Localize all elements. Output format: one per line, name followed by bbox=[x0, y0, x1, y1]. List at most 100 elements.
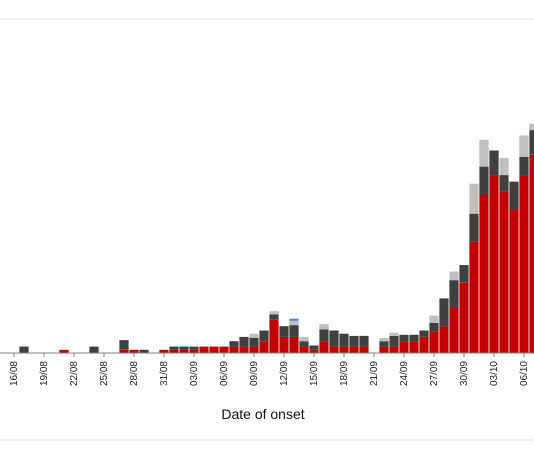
bar-04-10-series-1 bbox=[499, 175, 509, 192]
bar-19-09-series-1 bbox=[349, 335, 359, 347]
x-tick-label-31-08: 31/08 bbox=[159, 361, 170, 386]
bar-09-09-series-2 bbox=[249, 333, 259, 338]
bar-05-10-series-0 bbox=[509, 209, 519, 353]
bar-13-09-series-2 bbox=[289, 320, 299, 326]
bar-15-09-series-1 bbox=[309, 345, 319, 350]
bar-02-09-series-0 bbox=[179, 349, 189, 353]
x-tick-label-03-10: 03/10 bbox=[489, 361, 500, 386]
bar-03-10-series-0 bbox=[489, 175, 499, 353]
bar-27-09-series-1 bbox=[429, 323, 439, 332]
bar-07-09-series-0 bbox=[229, 346, 239, 353]
bar-07-10-series-1 bbox=[529, 130, 534, 155]
bar-28-08-series-0 bbox=[129, 349, 139, 353]
x-tick-label-30-09: 30/09 bbox=[459, 361, 470, 386]
bar-22-09-series-2 bbox=[379, 338, 389, 342]
bar-16-09-series-1 bbox=[319, 329, 329, 342]
bar-25-09-series-1 bbox=[409, 334, 419, 342]
bar-03-09-series-1 bbox=[189, 346, 199, 350]
x-axis-title: Date of onset bbox=[221, 406, 304, 422]
bar-06-10-series-2 bbox=[519, 135, 529, 157]
bar-29-09-series-2 bbox=[449, 271, 459, 281]
bar-30-09-series-1 bbox=[459, 265, 469, 283]
x-tick-label-16-08: 16/08 bbox=[9, 361, 20, 386]
bar-11-09-series-2 bbox=[269, 311, 279, 315]
bar-06-09-series-0 bbox=[219, 346, 229, 353]
bar-23-09-series-0 bbox=[389, 346, 399, 353]
bar-20-09-series-1 bbox=[359, 335, 369, 347]
bar-05-10-series-1 bbox=[509, 181, 519, 210]
bar-23-09-series-2 bbox=[389, 332, 399, 336]
bar-01-10-series-1 bbox=[469, 213, 479, 242]
bar-28-09-series-0 bbox=[439, 326, 449, 353]
bar-17-09-series-0 bbox=[329, 346, 339, 353]
bar-04-09-series-0 bbox=[199, 346, 209, 353]
x-tick-label-12-09: 12/09 bbox=[279, 361, 290, 386]
bar-01-09-series-1 bbox=[169, 346, 179, 350]
bar-04-10-series-0 bbox=[499, 191, 509, 353]
bar-07-09-series-1 bbox=[229, 341, 239, 347]
bar-12-09-series-0 bbox=[279, 336, 289, 353]
bar-20-09-series-0 bbox=[359, 346, 369, 353]
bar-25-09-series-0 bbox=[409, 341, 419, 353]
x-tick-label-21-09: 21/09 bbox=[369, 361, 380, 386]
x-tick-label-09-09: 09/09 bbox=[249, 361, 260, 386]
bar-22-09-series-1 bbox=[379, 341, 389, 347]
bar-12-09-series-1 bbox=[279, 326, 289, 337]
bar-26-09-series-0 bbox=[419, 336, 429, 353]
bar-06-10-series-0 bbox=[519, 175, 529, 353]
bar-29-09-series-1 bbox=[449, 280, 459, 308]
bar-10-09-series-0 bbox=[259, 341, 269, 353]
bar-29-09-series-0 bbox=[449, 308, 459, 353]
x-tick-label-18-09: 18/09 bbox=[339, 361, 350, 386]
bar-02-10-series-2 bbox=[479, 139, 489, 167]
bar-03-09-series-0 bbox=[189, 349, 199, 353]
bar-30-09-series-0 bbox=[459, 282, 469, 353]
bar-15-09-series-0 bbox=[309, 349, 319, 353]
bar-01-10-series-0 bbox=[469, 241, 479, 353]
bar-04-10-series-2 bbox=[499, 158, 509, 176]
bar-23-09-series-1 bbox=[389, 335, 399, 347]
bar-24-09-series-1 bbox=[399, 334, 409, 342]
bar-13-09-series-3 bbox=[289, 318, 299, 321]
bar-27-08-series-1 bbox=[119, 340, 129, 350]
bar-14-09-series-1 bbox=[299, 341, 309, 347]
bar-05-09-series-0 bbox=[209, 346, 219, 353]
x-tick-labels: 16/08 19/08 22/08 25/08 28/08 31/08 03/09 06/09… bbox=[9, 361, 530, 386]
bar-24-08-series-1 bbox=[89, 346, 99, 353]
x-tick-label-19-08: 19/08 bbox=[39, 361, 50, 386]
bar-24-09-series-0 bbox=[399, 341, 409, 353]
bar-03-10-series-1 bbox=[489, 150, 499, 176]
bar-19-09-series-0 bbox=[349, 346, 359, 353]
bar-27-08-series-0 bbox=[119, 349, 129, 353]
bar-28-09-series-1 bbox=[439, 298, 449, 327]
bar-01-09-series-0 bbox=[169, 349, 179, 353]
bar-01-10-series-2 bbox=[469, 183, 479, 214]
bar-09-09-series-0 bbox=[249, 346, 259, 353]
bar-10-09-series-1 bbox=[259, 330, 269, 342]
x-tick-label-06-10: 06/10 bbox=[519, 361, 530, 386]
bar-29-08-series-1 bbox=[139, 349, 149, 353]
bar-27-09-series-0 bbox=[429, 331, 439, 353]
bar-13-09-series-0 bbox=[289, 336, 299, 353]
x-tick-label-27-09: 27/09 bbox=[429, 361, 440, 386]
x-tick-label-06-09: 06/09 bbox=[219, 361, 230, 386]
bar-08-09-series-1 bbox=[239, 336, 249, 347]
bar-07-10-series-0 bbox=[529, 154, 534, 353]
bar-series-group bbox=[19, 123, 534, 353]
bar-14-09-series-2 bbox=[299, 336, 309, 342]
bar-17-08-series-1 bbox=[19, 346, 29, 353]
x-tick-label-15-09: 15/09 bbox=[309, 361, 320, 386]
bar-14-09-series-0 bbox=[299, 346, 309, 353]
bar-22-09-series-0 bbox=[379, 346, 389, 353]
bar-31-08-series-0 bbox=[159, 349, 169, 353]
bar-26-09-series-1 bbox=[419, 330, 429, 337]
bar-02-10-series-1 bbox=[479, 166, 489, 195]
bar-09-09-series-1 bbox=[249, 338, 259, 347]
bar-08-09-series-0 bbox=[239, 346, 249, 353]
x-tick-label-22-08: 22/08 bbox=[69, 361, 80, 386]
bar-18-09-series-1 bbox=[339, 333, 349, 347]
bar-27-09-series-2 bbox=[429, 315, 439, 323]
x-tick-label-28-08: 28/08 bbox=[129, 361, 140, 386]
bar-11-09-series-0 bbox=[269, 319, 279, 353]
